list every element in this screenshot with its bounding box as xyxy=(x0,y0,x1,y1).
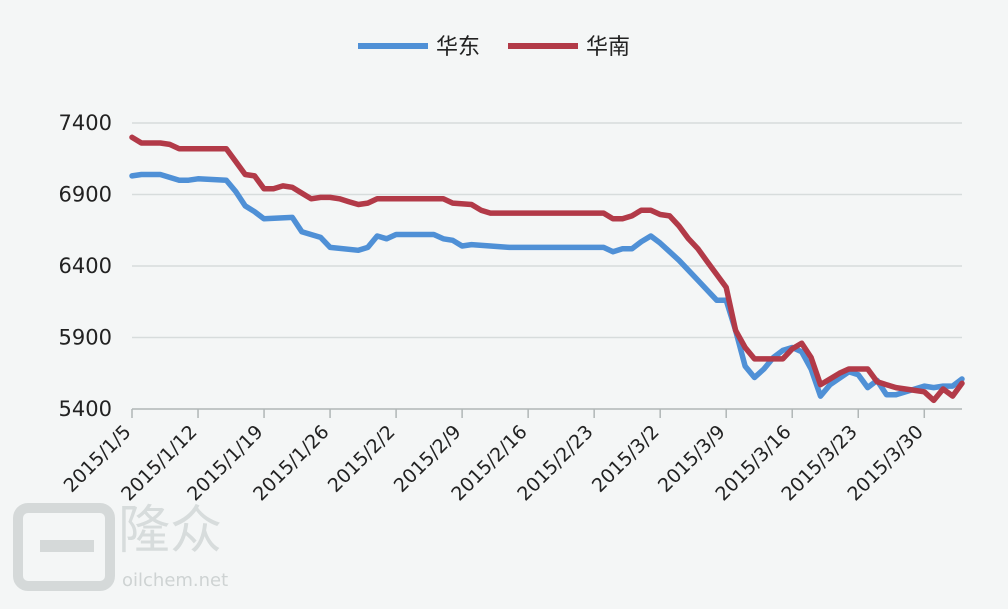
y-tick-label: 7400 xyxy=(59,111,112,135)
series-line xyxy=(129,171,965,399)
legend-item: 华东 xyxy=(358,35,480,60)
watermark: 隆众 oilchem.net xyxy=(13,501,228,591)
y-tick-label: 6400 xyxy=(59,254,112,278)
watermark-logo-icon xyxy=(13,503,115,591)
series xyxy=(129,134,965,404)
watermark-chars: 隆众 xyxy=(118,501,222,561)
legend-item: 华南 xyxy=(508,35,630,60)
y-tick-label: 6900 xyxy=(59,183,112,207)
legend: 华东 华南 xyxy=(358,35,630,60)
legend-label: 华东 xyxy=(436,35,480,60)
y-tick-label: 5400 xyxy=(59,397,112,421)
x-tick-label: 2015/2/2 xyxy=(324,421,400,497)
watermark-logo-icon-bar xyxy=(40,540,94,552)
y-tick-label: 5900 xyxy=(59,326,112,350)
x-tick-label: 2015/3/2 xyxy=(588,421,664,497)
grid xyxy=(132,122,962,410)
watermark-site: oilchem.net xyxy=(122,570,228,591)
axes: 540059006400690074002015/1/52015/1/12201… xyxy=(59,111,928,505)
legend-label: 华南 xyxy=(586,35,630,60)
series-line xyxy=(129,134,965,404)
